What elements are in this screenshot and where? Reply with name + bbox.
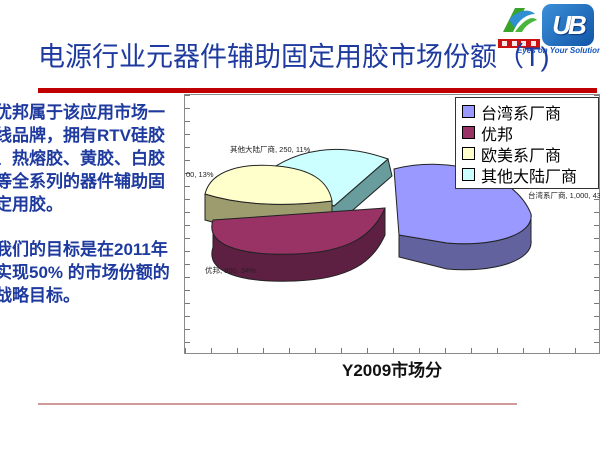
legend-item-taiwan: 台湾系厂商 (462, 101, 596, 123)
legend-label: 优邦 (481, 126, 514, 144)
company-logo (495, 6, 541, 54)
legend-swatch-qita-icon (462, 168, 475, 181)
data-label-oumei: 00, 13% (186, 170, 214, 179)
legend-label: 欧美系厂商 (481, 147, 562, 165)
legend-swatch-youbang-icon (462, 126, 475, 139)
body-line: 定用胶。 (0, 195, 63, 214)
paragraph-gap (0, 216, 170, 238)
legend-swatch-taiwan-icon (462, 105, 475, 118)
legend-swatch-oumei-icon (462, 147, 475, 160)
body-line: 优邦属于该应用市场一 (0, 103, 165, 122)
body-line: 战略目标。 (0, 286, 80, 305)
ub-logo: UB (542, 4, 594, 46)
slide-title: 电源行业元器件辅助固定用胶市场份额（T) (38, 42, 550, 72)
body-line: 、热熔胶、黄胶、白胶 (0, 149, 165, 168)
ub-logo-letters: UB (552, 9, 587, 40)
data-label-qita: 其他大陆厂商, 250, 11% (230, 145, 311, 154)
chart-legend: 台湾系厂商 优邦 欧美系厂商 其他大陆厂商 (455, 97, 599, 189)
body-text-block: 优邦属于该应用市场一 线品牌，拥有RTV硅胶 、热熔胶、黄胶、白胶 等全系列的器… (0, 101, 170, 307)
chart-left-ruler (185, 95, 190, 353)
body-line: 等全系列的器件辅助固 (0, 172, 165, 191)
data-label-youbang: 优邦, 800, 34% (205, 266, 256, 275)
body-line: 实现50% 的市场份额的 (0, 263, 170, 282)
exploded-3d-pie (204, 148, 532, 282)
chart-caption: Y2009市场分 (342, 361, 443, 380)
logo-tagline: Eyes on Your Solution (517, 46, 600, 55)
legend-item-youbang: 优邦 (462, 122, 596, 144)
body-line: 我们的目标是在2011年 (0, 240, 168, 259)
logo-green-swoosh (515, 18, 537, 32)
pie-chart-frame: 其他大陆厂商, 250, 11% 00, 13% 优邦, 800, 34% 台湾… (184, 94, 600, 354)
logo-red-banner (498, 39, 540, 48)
title-underline (38, 88, 597, 93)
footer-rule (38, 403, 517, 405)
body-line: 线品牌，拥有RTV硅胶 (0, 126, 165, 145)
legend-label: 其他大陆厂商 (481, 168, 578, 186)
legend-label: 台湾系厂商 (481, 105, 562, 123)
company-logo-mark (503, 8, 537, 32)
legend-item-qita: 其他大陆厂商 (462, 164, 596, 186)
chart-bottom-ruler (185, 348, 599, 353)
logo-blue-swoosh (509, 10, 535, 28)
chart-right-ruler (594, 95, 599, 353)
legend-item-oumei: 欧美系厂商 (462, 143, 596, 165)
pie-slice-youbang-top (211, 207, 386, 255)
data-label-taiwan: 台湾系厂商, 1,000, 43% (528, 191, 600, 200)
pie-slice-oumei-top (204, 164, 333, 205)
